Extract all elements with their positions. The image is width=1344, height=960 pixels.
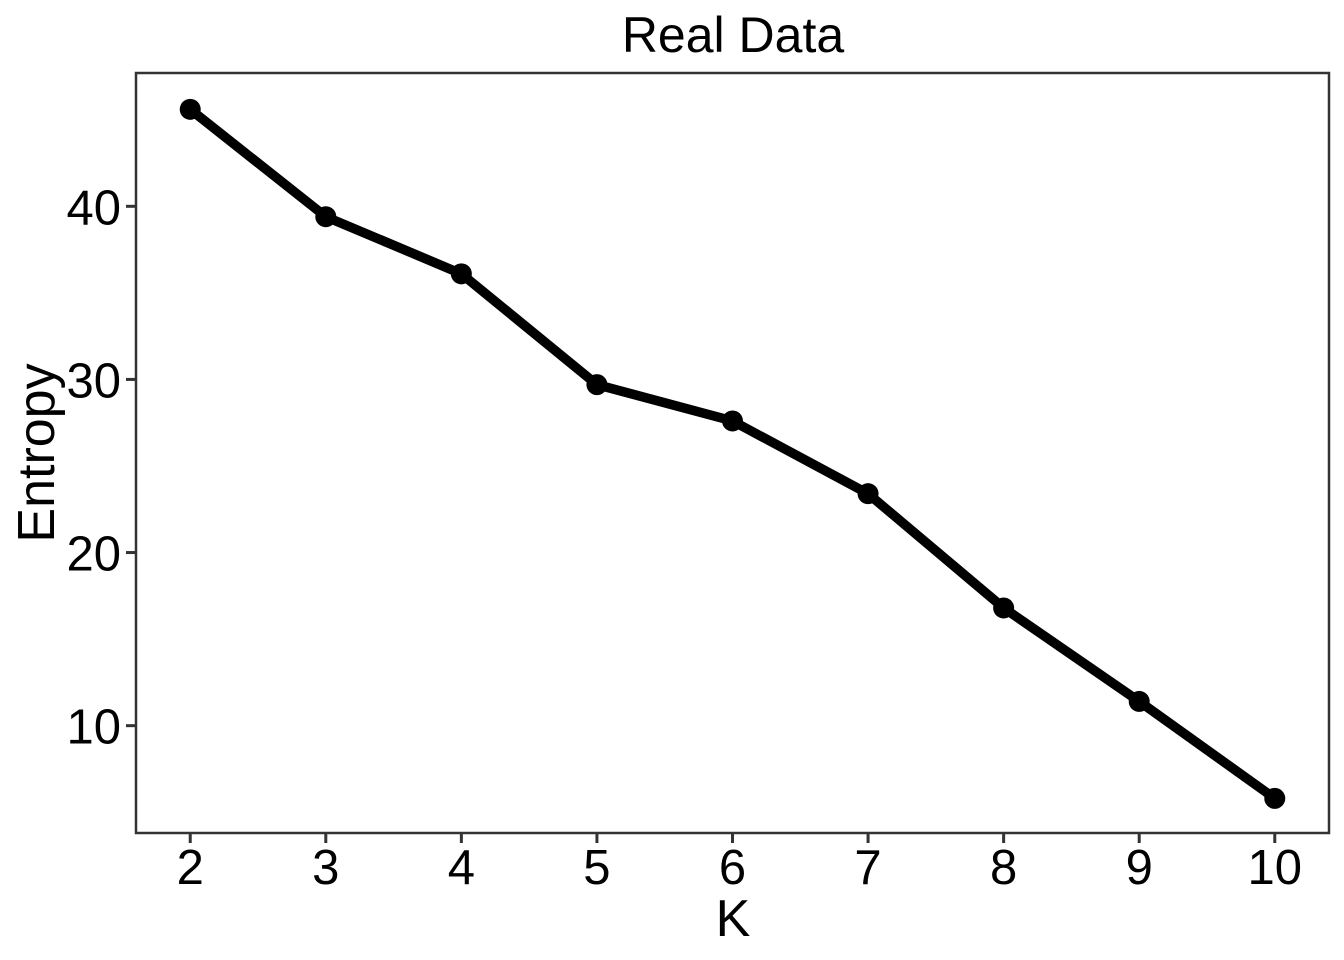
y-axis-ticks: 10 20 30 40 bbox=[66, 181, 135, 755]
x-tick-label: 5 bbox=[583, 841, 610, 895]
data-point bbox=[315, 206, 337, 228]
x-tick-label: 9 bbox=[1126, 841, 1153, 895]
y-tick-label: 40 bbox=[66, 181, 121, 235]
data-point bbox=[1264, 787, 1286, 809]
data-point bbox=[857, 483, 879, 505]
x-tick-label: 10 bbox=[1248, 841, 1303, 895]
data-point bbox=[722, 410, 743, 432]
plot-panel-border bbox=[134, 71, 1331, 835]
x-tick-label: 3 bbox=[312, 841, 339, 895]
data-point bbox=[450, 263, 472, 285]
entropy-line bbox=[185, 104, 1280, 804]
x-axis-title: K bbox=[716, 890, 751, 948]
y-axis-title: Entropy bbox=[8, 363, 66, 542]
data-point bbox=[1128, 690, 1150, 712]
x-tick-label: 2 bbox=[177, 841, 204, 895]
chart-title: Real Data bbox=[622, 7, 845, 63]
y-tick-label: 20 bbox=[66, 528, 121, 582]
x-axis-ticks: 2 3 4 5 6 7 8 9 10 bbox=[177, 834, 1302, 895]
y-tick-label: 10 bbox=[66, 701, 121, 755]
x-tick-label: 8 bbox=[990, 841, 1017, 895]
data-point bbox=[179, 98, 201, 120]
data-point bbox=[586, 374, 608, 396]
data-series bbox=[179, 98, 1286, 809]
y-tick-label: 30 bbox=[66, 354, 121, 408]
x-tick-label: 7 bbox=[854, 841, 881, 895]
x-tick-label: 4 bbox=[448, 841, 475, 895]
data-point bbox=[993, 597, 1015, 619]
x-tick-label: 6 bbox=[719, 841, 746, 895]
